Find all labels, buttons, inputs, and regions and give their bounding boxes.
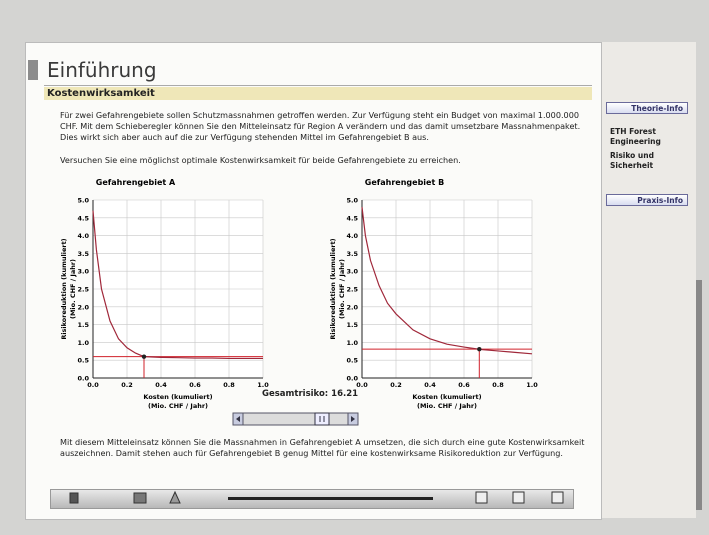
page: html, body { margin: 0; padding: 0; } bo… [0, 0, 709, 535]
y-axis-label: (Mio. CHF / Jahr) [338, 259, 346, 319]
nav-icons[interactable] [70, 492, 563, 503]
y-tick-label: 2.0 [77, 303, 89, 311]
x-tick-label: 0.4 [155, 381, 167, 389]
marker-point [477, 347, 481, 351]
y-tick-label: 5.0 [77, 197, 89, 205]
x-tick-label: 1.0 [257, 381, 269, 389]
chart-title: Gefahrengebiet A [96, 178, 176, 187]
y-tick-label: 2.0 [346, 303, 358, 311]
y-tick-label: 1.5 [346, 321, 358, 329]
slider[interactable] [233, 413, 358, 425]
x-tick-label: 0.8 [492, 381, 504, 389]
y-tick-label: 3.0 [346, 268, 358, 276]
y-tick-label: 2.5 [346, 286, 358, 294]
x-tick-label: 0.0 [356, 381, 368, 389]
screen: {"header": {"title": "Einführung", "subt… [0, 0, 709, 535]
y-tick-label: 4.5 [77, 214, 89, 222]
y-tick-label: 5.0 [346, 197, 358, 205]
x-tick-label: 0.6 [458, 381, 470, 389]
x-axis-label: Kosten (kumuliert) [412, 393, 481, 401]
y-tick-label: 4.0 [346, 232, 358, 240]
x-tick-label: 1.0 [526, 381, 538, 389]
y-tick-label: 4.0 [77, 232, 89, 240]
y-tick-label: 2.5 [77, 286, 89, 294]
y-axis-label: Risikoreduktion (kumuliert) [60, 238, 68, 339]
y-tick-label: 1.0 [346, 339, 358, 347]
chart-title: Gefahrengebiet B [365, 178, 444, 187]
y-tick-label: 1.0 [77, 339, 89, 347]
y-tick-label: 3.0 [77, 268, 89, 276]
x-tick-label: 0.0 [87, 381, 99, 389]
y-tick-label: 0.5 [346, 357, 358, 365]
y-axis-label: Risikoreduktion (kumuliert) [329, 238, 337, 339]
y-tick-label: 4.5 [346, 214, 358, 222]
scrollbar[interactable] [696, 280, 702, 510]
charts: 0.0 0.5 1.0 1.5 2.0 2.5 3.0 3.5 4.0 4.5 5.0 0.0 0.2 0… [0, 0, 709, 535]
x-tick-label: 0.6 [189, 381, 201, 389]
x-axis-label: (Mio. CHF / Jahr) [148, 402, 208, 410]
y-tick-label: 0.5 [77, 357, 89, 365]
y-tick-label: 3.5 [346, 250, 358, 258]
x-tick-label: 0.4 [424, 381, 436, 389]
marker-point [142, 354, 146, 358]
y-tick-label: 1.5 [77, 321, 89, 329]
x-axis-label: (Mio. CHF / Jahr) [417, 402, 477, 410]
x-axis-label: Kosten (kumuliert) [143, 393, 212, 401]
x-tick-label: 0.2 [390, 381, 402, 389]
y-tick-label: 3.5 [77, 250, 89, 258]
x-tick-label: 0.2 [121, 381, 133, 389]
y-axis-label: (Mio. CHF / Jahr) [69, 259, 77, 319]
x-tick-label: 0.8 [223, 381, 235, 389]
